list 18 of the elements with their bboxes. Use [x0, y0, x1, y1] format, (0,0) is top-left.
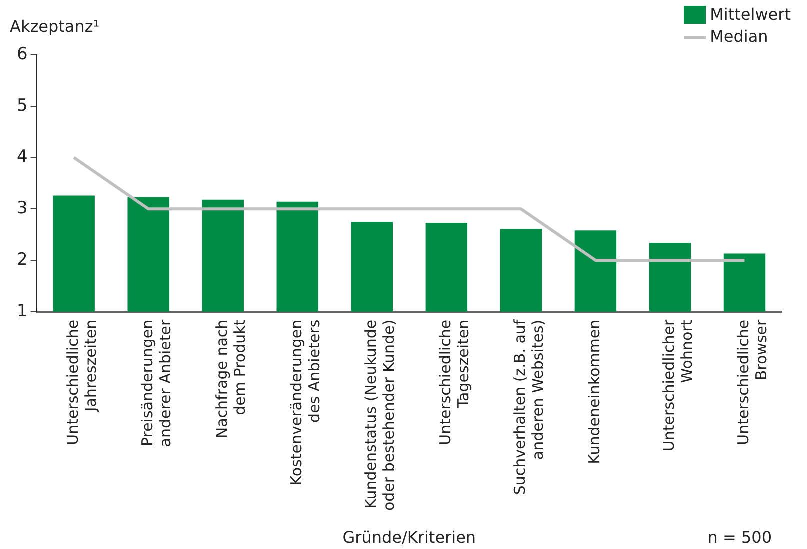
y-tick-label: 6 — [16, 44, 28, 64]
x-axis-title: Gründe/Kriterien — [342, 528, 476, 547]
x-tick-label: Preisänderungen anderer Anbieter — [138, 319, 174, 448]
y-tick-label: 4 — [16, 147, 28, 168]
legend-label: Mittelwert — [710, 4, 791, 26]
y-tick-label: 3 — [16, 198, 28, 219]
y-axis-title: Akzeptanz¹ — [10, 17, 100, 36]
x-tick-label: Unterschiedliche Jahreszeiten — [64, 320, 100, 446]
x-tick-label: Kundenstatus (Neukunde oder bestehender Kunde) — [362, 320, 398, 511]
x-tick-label: Kundeneinkommen — [586, 320, 604, 464]
y-tick-label: 5 — [16, 96, 28, 116]
y-tick-label: 1 — [16, 301, 28, 322]
legend-label: Median — [710, 26, 768, 48]
x-tick-label: Unterschiedliche Browser — [734, 319, 771, 446]
text: n = 500 — [708, 528, 772, 547]
x-tick-label: Suchverhalten (z.B. auf anderen Websites) — [511, 319, 548, 496]
x-tick-label: Unterschiedlicher Wohnort — [660, 319, 696, 452]
y-tick-label: 2 — [16, 250, 28, 270]
